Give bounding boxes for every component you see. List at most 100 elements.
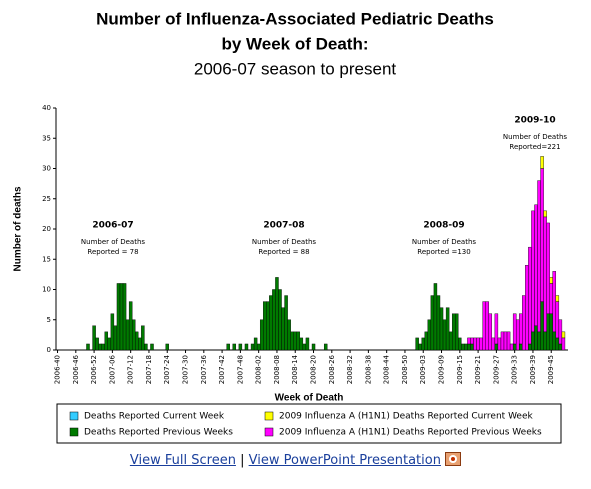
bar-segment [433,283,438,351]
bar-segment [98,343,102,351]
bar-segment [92,325,96,351]
ppt-icon[interactable] [445,452,462,466]
bar-segment [503,331,508,351]
bar-segment [232,343,237,351]
bar-segment [555,295,560,302]
y-tick-label: 20 [42,225,51,233]
bar-segment [500,331,505,351]
bar-segment [138,337,142,351]
bar-segment [540,156,544,169]
bar-segment [104,331,109,351]
x-tick-label: 2008-14 [291,354,299,384]
bar-segment [107,337,112,351]
x-tick-label: 2008-38 [364,355,372,384]
x-tick-label: 2009-09 [438,355,446,384]
annotation-title: 2006-07 [92,221,133,231]
bar-segment [509,343,514,351]
x-tick-label: 2009-33 [511,355,519,384]
bar-segment [287,319,291,351]
bar-segment [543,216,547,333]
x-tick-label: 2007-48 [236,355,244,384]
bar-segment [439,307,444,351]
bar-segment [467,337,471,345]
bar-segment [448,331,453,351]
bar-segment [415,337,419,351]
bar-segment [515,319,520,351]
bar-segment [519,343,523,351]
x-tick-label: 2008-20 [310,355,318,384]
bar-segment [442,319,447,351]
x-tick-label: 2006-40 [54,355,62,384]
y-tick-label: 40 [42,104,51,112]
bar-segment [144,343,148,351]
annotation-text: Number of Deaths [81,238,145,246]
bar-segment [284,295,288,351]
y-tick-label: 25 [42,195,51,203]
x-tick-label: 2006-52 [90,355,98,384]
links: View Full Screen | View PowerPoint Prese… [0,452,591,468]
bar-segment [293,331,297,351]
bar-segment [540,301,544,351]
bar-segment [427,319,432,351]
x-tick-label: 2007-18 [145,355,153,384]
bar-segment [473,337,477,351]
annotation-text: Reported =130 [417,248,470,256]
bar-segment [552,331,557,351]
annotation-text: Reported=221 [509,143,560,151]
bar-segment [543,331,547,351]
x-tick-label: 2007-36 [200,354,208,384]
annotation-title: 2008-09 [423,221,464,231]
x-tick-label: 2008-44 [383,354,391,384]
bar-segment [122,283,127,351]
bar-segment [528,246,532,345]
bar-segment [275,277,279,351]
bar-segment [263,301,267,351]
bar-segment [302,343,307,351]
annotation-text: Number of Deaths [412,238,476,246]
bar-segment [525,265,529,351]
x-tick-label: 2009-27 [492,355,500,384]
bar-segment [458,337,462,351]
annotation-text: Number of Deaths [252,238,316,246]
legend-label: Deaths Reported Previous Weeks [84,428,233,438]
bar-segment [534,325,538,351]
bar-segment [512,343,517,351]
bar-segment [259,319,264,351]
full-screen-link[interactable]: View Full Screen [129,453,236,468]
bar-segment [269,295,273,351]
annotation-text: Reported = 78 [87,248,138,256]
x-tick-label: 2007-12 [127,355,135,384]
bar-segment [250,343,255,351]
title-line: Number of Influenza-Associated Pediatric… [96,9,494,28]
legend-label: Deaths Reported Current Week [84,412,225,422]
y-axis-title: Number of deaths [13,186,24,271]
powerpoint-link[interactable]: View PowerPoint Presentation [248,453,441,468]
x-tick-label: 2008-32 [346,355,354,384]
bar-segment [531,210,535,333]
y-tick-label: 10 [42,286,51,294]
bar-segment [543,210,547,218]
legend-swatch [264,427,274,437]
bar-segment [528,343,532,351]
bar-segment [436,295,441,351]
bar-segment [519,313,523,345]
x-tick-label: 2008-08 [273,355,281,384]
x-tick-label: 2007-24 [163,354,171,384]
legend-swatch [264,411,274,421]
bar-segment [546,313,550,351]
bar-segment [119,283,124,351]
bar-segment [531,331,535,351]
bar-segment [476,337,480,351]
bar-segment [253,337,258,351]
bar-segment [534,204,538,327]
annotation-text: Reported = 88 [258,248,309,256]
bar-segment [135,331,139,351]
bar-segment [110,313,115,351]
bar-segment [494,343,499,351]
bar-segment [256,343,261,351]
plot: 0 5 10 15 20 25 30 35 40 2006-40 2006-46 2006-52 200… [42,104,568,384]
bar-segment [555,337,560,351]
x-tick-label: 2006-46 [72,354,80,384]
x-axis-title: Week of Death [275,393,344,404]
bar-segment [537,180,541,333]
